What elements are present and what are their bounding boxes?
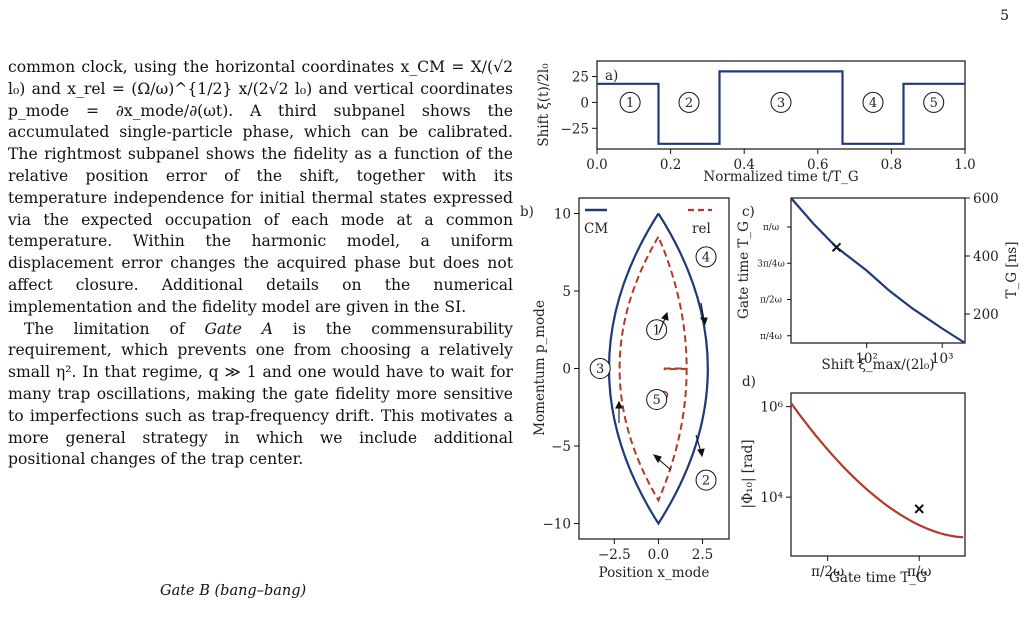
panel-b-xlabel: Position x_mode	[599, 565, 710, 581]
panel-b-xtick-label: 0.0	[648, 547, 669, 563]
direction-arrows	[615, 302, 708, 471]
panel-a-ytick-label: −25	[561, 121, 590, 137]
page-number: 5	[1000, 8, 1009, 24]
legend-rel-label: rel	[692, 221, 711, 237]
panel-b-ytick-label: −10	[543, 517, 572, 533]
paragraph-2-start: The limitation of	[24, 319, 205, 338]
arrow-down-lower-head	[697, 448, 705, 458]
phase-marker-5-ring	[646, 389, 668, 410]
panel-b-ytick-label: 0	[562, 362, 571, 378]
segment-marker-2: 2	[685, 96, 693, 111]
legend-cm-label: CM	[584, 221, 608, 237]
gate-time-curve	[790, 197, 966, 344]
panel-c-ytick-right-label: 400	[973, 249, 999, 265]
panel-c-xtick-label: 10³	[931, 351, 954, 367]
segment-marker-2-ring	[678, 91, 700, 113]
arrow-down-right	[700, 302, 705, 321]
panel-c: c) 10² 10³ 600 400 200 π/ω 3π/4ω π/2ω π/4ω Shi…	[736, 191, 1020, 373]
panel-a-xlabel: Normalized time t/T_G	[703, 169, 858, 185]
panel-b: b) CM rel 1 2 3 4 5 −2.5 0.0 2.5 10 5 0 −5 −10 Pos…	[520, 197, 730, 581]
panel-a-xtick-label: 0.2	[660, 157, 681, 173]
panel-a-xtick-label: 0.0	[586, 157, 607, 173]
rel-trajectory	[618, 236, 688, 503]
panel-a-ytick-label: 0	[580, 95, 589, 111]
panel-c-label: c)	[742, 204, 755, 220]
body-text-column: common clock, using the horizontal coord…	[8, 57, 513, 471]
panel-b-ytick-label: −5	[551, 439, 571, 455]
panel-a-label: a)	[605, 68, 618, 84]
panel-c-ylabel-right: T_G [ns]	[1004, 242, 1020, 299]
section-heading: Gate B (bang–bang)	[160, 583, 307, 599]
phase-curve	[790, 402, 964, 539]
segment-marker-3: 3	[777, 96, 785, 111]
panel-d-ytick-label: 10⁶	[760, 400, 783, 416]
gate-a-emphasis: Gate A	[204, 319, 273, 338]
phase-marker-1: 1	[653, 323, 661, 338]
panel-d-ylabel: |Φ₁₀| [rad]	[740, 440, 756, 509]
gate-time-marker	[831, 242, 842, 253]
panel-a-xtick-label: 0.4	[733, 157, 754, 173]
panel-a-xtick-label: 0.8	[881, 157, 902, 173]
panel-c-axes	[790, 197, 966, 344]
panel-a-ytick-label: 25	[572, 70, 589, 86]
panel-d-label: d)	[742, 374, 756, 390]
panel-b-ytick-label: 5	[562, 284, 571, 300]
arrow-diag-lower-head	[652, 454, 662, 464]
segment-marker-4: 4	[869, 96, 877, 111]
panel-a: a) 1 2 3 4 5 0.0 0.2 0.4 0.6 0.8 1.0 25 0 −25 Norma…	[536, 60, 976, 185]
paragraph-2-end: is the commensurability requirement, whi…	[8, 319, 513, 469]
panel-a-ylabel: Shift ξ(t)/2l₀	[536, 63, 552, 147]
panel-c-ylabel-left: Gate time T_G	[736, 221, 752, 319]
panel-b-ytick-label: 10	[554, 207, 571, 223]
panel-b-ylabel: Momentum p_mode	[532, 300, 548, 436]
panel-d-ytick-label: 10⁴	[760, 490, 783, 506]
cm-trajectory	[608, 212, 709, 526]
phase-marker-3: 3	[596, 362, 604, 377]
segment-marker-5: 5	[930, 96, 938, 111]
panel-c-ytick-left-label: π/2ω	[760, 296, 782, 306]
panel-c-xlabel: Shift ξ_max/(2l₀)	[821, 357, 934, 373]
panel-d-xlabel: Gate time T_G	[829, 570, 927, 586]
panel-c-ytick-left-label: π/ω	[763, 223, 779, 233]
phase-marker-2-ring	[695, 469, 717, 491]
panel-a-xtick-label: 1.0	[954, 157, 975, 173]
phase-marker-5: 5	[653, 393, 661, 408]
panel-a-xtick-label: 0.6	[807, 157, 828, 173]
segment-marker-3-ring	[770, 91, 792, 113]
phase-marker-4-ring	[695, 246, 717, 268]
phase-marker-2: 2	[702, 474, 710, 489]
segment-marker-5-ring	[923, 91, 945, 113]
arrow-up-left-head	[615, 400, 623, 409]
panel-b-xtick-label: 2.5	[692, 547, 713, 563]
arrow-up-inner-head	[660, 311, 669, 321]
paragraph-2: The limitation of Gate A is the commensu…	[8, 319, 513, 472]
panel-b-xtick-label: −2.5	[598, 547, 631, 563]
panel-d: d) π/2ω π/ω 10⁶ 10⁴ Gate time T_G |Φ₁₀| [r…	[740, 374, 966, 586]
panel-d-axes	[790, 392, 966, 557]
panel-c-ytick-left-label: π/4ω	[760, 332, 782, 342]
shift-profile-line	[597, 70, 965, 145]
segment-marker-1: 1	[626, 96, 634, 111]
phase-marker	[914, 504, 924, 514]
panel-b-label: b)	[520, 204, 534, 220]
panel-d-xtick-label: π/ω	[907, 564, 931, 580]
panel-c-ytick-right-label: 600	[973, 191, 999, 207]
panel-a-axes	[596, 60, 966, 150]
segment-marker-1-ring	[619, 91, 641, 113]
phase-marker-1-ring	[646, 319, 668, 341]
paragraph-1: common clock, using the horizontal coord…	[8, 58, 513, 316]
panel-c-ytick-right-label: 200	[973, 307, 999, 323]
panel-c-ytick-left-label: 3π/4ω	[757, 259, 785, 269]
phase-marker-3-ring	[589, 358, 611, 379]
panel-d-xtick-label: π/2ω	[811, 564, 844, 580]
arrow-down-right-head	[699, 317, 708, 326]
phase-marker-4: 4	[702, 250, 710, 265]
segment-marker-4-ring	[862, 91, 884, 113]
panel-c-xtick-label: 10²	[855, 351, 878, 367]
